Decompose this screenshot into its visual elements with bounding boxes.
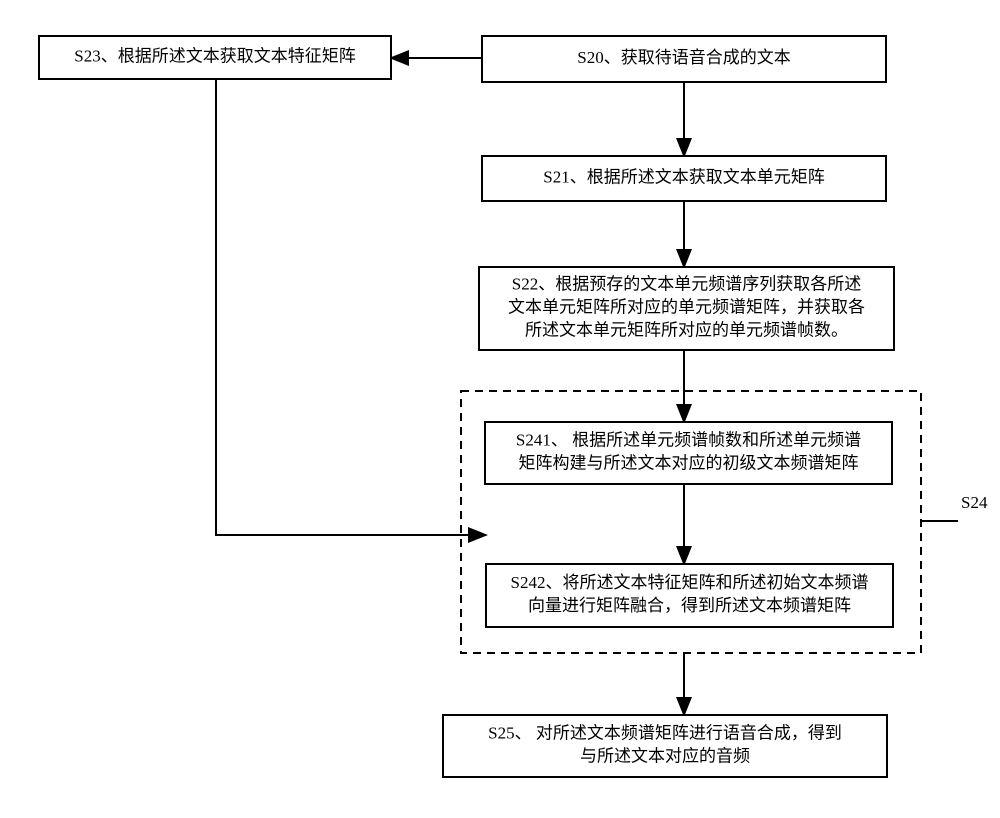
node-s241-line0: S241、 根据所述单元频谱帧数和所述单元频谱: [516, 430, 861, 449]
node-s22-line2: 所述文本单元矩阵所对应的单元频谱帧数。: [525, 320, 848, 339]
node-s242-line1: 向量进行矩阵融合，得到所述文本频谱矩阵: [528, 596, 851, 615]
node-s25-line0: S25、 对所述文本频谱矩阵进行语音合成，得到: [488, 723, 842, 742]
node-s22: S22、根据预存的文本单元频谱序列获取各所述文本单元矩阵所对应的单元频谱矩阵，并…: [479, 267, 894, 350]
node-s25-line1: 与所述文本对应的音频: [580, 746, 750, 765]
node-s20: S20、获取待语音合成的文本: [482, 36, 886, 82]
group-s24-label: S24: [961, 493, 988, 512]
node-s22-line0: S22、根据预存的文本单元频谱序列获取各所述: [512, 274, 861, 293]
node-s241: S241、 根据所述单元频谱帧数和所述单元频谱矩阵构建与所述文本对应的初级文本频…: [485, 422, 892, 484]
node-s23-line0: S23、根据所述文本获取文本特征矩阵: [74, 46, 355, 65]
node-s241-line1: 矩阵构建与所述文本对应的初级文本频谱矩阵: [519, 453, 859, 472]
node-s23: S23、根据所述文本获取文本特征矩阵: [39, 36, 391, 79]
flowchart-canvas: S24 S23、根据所述文本获取文本特征矩阵 S20、获取待语音合成的文本 S21、根…: [0, 0, 1000, 818]
node-s22-line1: 文本单元矩阵所对应的单元频谱矩阵，并获取各: [508, 297, 865, 316]
node-s242: S242、将所述文本特征矩阵和所述初始文本频谱向量进行矩阵融合，得到所述文本频谱…: [486, 564, 893, 627]
node-s242-line0: S242、将所述文本特征矩阵和所述初始文本频谱: [511, 573, 869, 592]
node-s20-line0: S20、获取待语音合成的文本: [577, 48, 790, 67]
node-s21-line0: S21、根据所述文本获取文本单元矩阵: [543, 167, 824, 186]
node-s25: S25、 对所述文本频谱矩阵进行语音合成，得到与所述文本对应的音频: [443, 715, 887, 777]
edge-6: [216, 79, 486, 535]
node-s21: S21、根据所述文本获取文本单元矩阵: [482, 156, 886, 201]
